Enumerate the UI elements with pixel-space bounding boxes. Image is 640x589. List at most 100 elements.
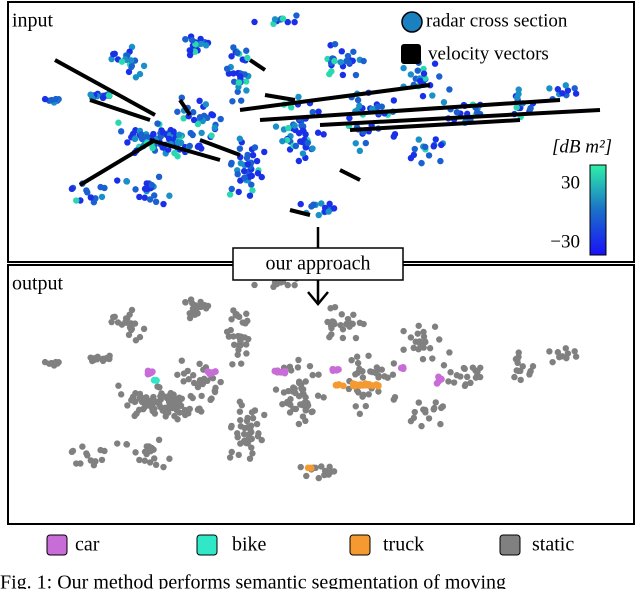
static-point [152, 461, 160, 469]
radar-point [291, 18, 298, 26]
radar-point [90, 199, 98, 206]
radar-point [170, 128, 177, 135]
static-point [447, 369, 454, 376]
static-point [450, 379, 458, 386]
radar-point [226, 191, 234, 198]
static-point [309, 408, 316, 415]
static-point [320, 394, 327, 401]
dynamic-point [372, 381, 380, 389]
radar-point [330, 205, 338, 212]
velocity-vector [178, 98, 192, 117]
static-point [136, 456, 143, 464]
bike-swatch [196, 534, 218, 556]
static-point [514, 357, 521, 364]
radar-point [352, 71, 360, 79]
static-point [191, 311, 199, 318]
static-point [375, 388, 382, 395]
static-point [243, 417, 251, 425]
radar-point [559, 90, 566, 97]
radar-point [165, 135, 173, 143]
static-point [118, 321, 126, 328]
radar-point [414, 67, 421, 74]
static-point [369, 368, 376, 376]
radar-point [196, 113, 204, 121]
static-point [365, 352, 372, 359]
static-point [196, 376, 204, 384]
static-point [182, 298, 189, 306]
static-point [128, 325, 136, 333]
radar-point [97, 183, 104, 191]
static-point [295, 378, 303, 385]
radar-point [68, 185, 76, 193]
static-point [303, 472, 310, 480]
radar-point [430, 143, 437, 150]
static-point [186, 310, 194, 317]
radar-point [473, 109, 481, 116]
static-point [115, 382, 122, 389]
radar-point [83, 187, 90, 194]
static-point [284, 281, 291, 289]
radar-point [362, 139, 370, 147]
static-point [154, 383, 161, 390]
static-point [99, 357, 107, 365]
rcs-legend-icon [401, 11, 423, 33]
velocity-vector [259, 98, 561, 122]
input-points [41, 12, 601, 219]
static-point [244, 424, 251, 431]
static-point [237, 416, 244, 424]
radar-point [230, 70, 237, 77]
static-point [254, 433, 262, 440]
radar-point [253, 157, 261, 165]
radar-point [527, 105, 534, 113]
static-point [414, 330, 421, 337]
radar-point [202, 101, 210, 108]
static-point [418, 422, 425, 430]
static-point [253, 420, 261, 428]
static-point [98, 456, 106, 464]
static-point [285, 387, 292, 395]
static-point [241, 437, 248, 444]
colorbar [589, 164, 607, 256]
dynamic-point [147, 369, 155, 377]
radar-point [299, 150, 307, 157]
radar-point [128, 62, 136, 70]
radar-point [132, 186, 139, 193]
static-point [83, 450, 90, 457]
static-point [381, 373, 388, 380]
static-point [228, 448, 235, 456]
radar-point [154, 120, 161, 127]
colorbar-min: −30 [550, 231, 580, 252]
static-point [446, 349, 453, 356]
static-point [171, 412, 178, 420]
truck-label: truck [383, 534, 424, 556]
static-point [228, 422, 235, 430]
static-point [415, 399, 422, 406]
velocity-legend-label: velocity vectors [428, 43, 549, 64]
static-point [234, 351, 241, 358]
radar-point [166, 192, 173, 199]
static-point [572, 353, 580, 360]
radar-point [243, 78, 250, 85]
caption: Fig. 1: Our method performs semantic seg… [0, 572, 506, 589]
radar-point [415, 136, 422, 143]
static-point [217, 378, 224, 386]
static-point [415, 322, 422, 329]
static-point [143, 402, 150, 409]
radar-point [151, 192, 158, 199]
radar-point [299, 127, 307, 134]
radar-point [298, 122, 305, 129]
radar-point [230, 44, 237, 51]
radar-point [248, 181, 255, 188]
radar-point [111, 50, 118, 57]
static-point [360, 320, 367, 328]
static-point [390, 360, 398, 367]
static-point [416, 340, 424, 348]
static-point [261, 411, 268, 419]
radar-point [315, 211, 322, 219]
static-point [150, 393, 157, 401]
radar-point [141, 194, 148, 201]
radar-point [284, 18, 291, 26]
radar-point [356, 102, 363, 110]
static-point [235, 342, 243, 349]
radar-point [374, 103, 381, 111]
